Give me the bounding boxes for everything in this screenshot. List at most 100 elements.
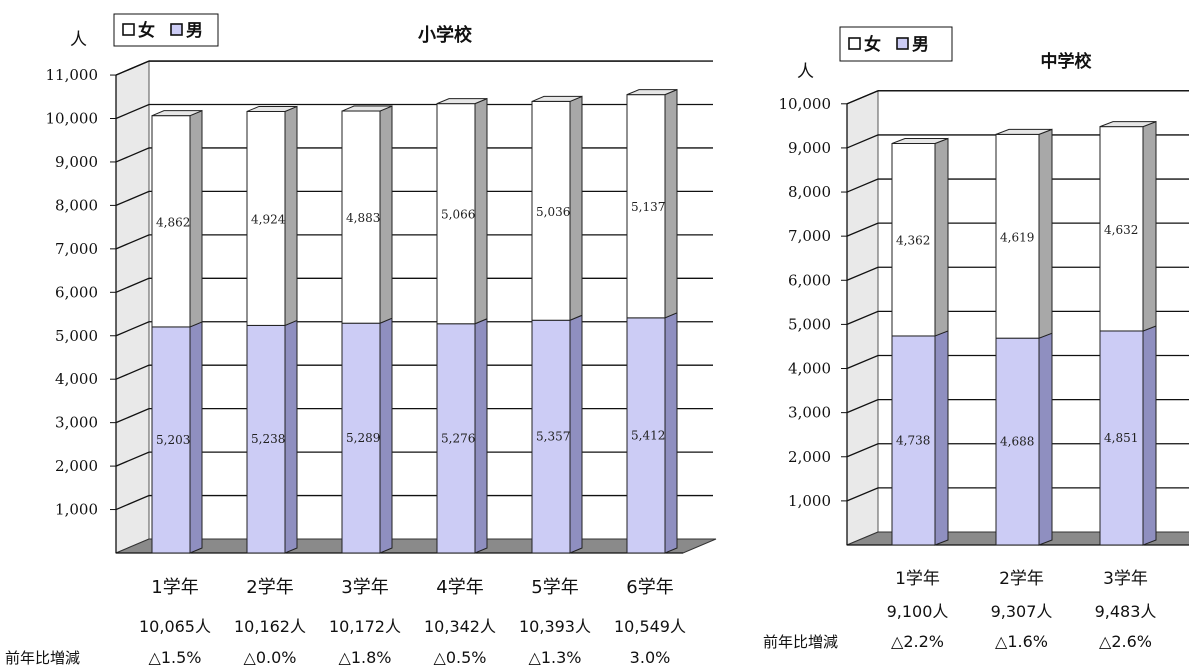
floor (115, 538, 717, 554)
y-tick-label: 2,000 (55, 457, 98, 475)
gridline (115, 234, 713, 250)
bar-female-side (189, 109, 203, 328)
value-label-male: 5,357 (536, 430, 570, 444)
bar-female-side (569, 95, 583, 321)
y-tick-label: 7,000 (788, 227, 831, 245)
chart-title: 小学校 (418, 24, 473, 46)
y-tick-label: 3,000 (55, 414, 98, 432)
legend-swatch-male (170, 23, 183, 36)
bar-female-side (379, 105, 393, 324)
bar-male (1099, 330, 1144, 546)
total-label: 10,162人 (234, 617, 306, 636)
change-value: △2.2% (891, 632, 944, 651)
gridline (115, 147, 713, 163)
gridline (115, 494, 713, 511)
y-tick-label: 1,000 (55, 501, 98, 519)
change-value: △0.0% (244, 648, 297, 667)
legend-label-female: 女 (138, 20, 155, 41)
change-value: △2.6% (1099, 632, 1152, 651)
value-label-male: 4,688 (1000, 435, 1034, 449)
category-label: 3学年 (341, 577, 388, 598)
bar-female-side (284, 105, 298, 327)
change-value: △0.5% (434, 648, 487, 667)
category-label: 6学年 (626, 577, 673, 598)
bar-female (1099, 126, 1144, 332)
change-row-label: 前年比増減 (5, 649, 80, 667)
legend-swatch-female (848, 37, 861, 50)
total-label: 10,342人 (424, 617, 496, 636)
value-label-male: 5,412 (631, 428, 665, 442)
bar-male-side (569, 314, 583, 554)
gridline (115, 190, 713, 206)
y-tick-label: 6,000 (788, 271, 831, 289)
y-tick-label: 8,000 (55, 196, 98, 214)
legend-swatch-male (896, 37, 909, 50)
value-label-female: 4,362 (896, 234, 930, 248)
value-label-male: 5,203 (156, 433, 190, 447)
legend-swatch-female (122, 23, 135, 36)
gridline (115, 364, 713, 380)
bar-female-side (664, 88, 678, 319)
bar-female (531, 100, 571, 321)
y-tick-label: 4,000 (788, 360, 831, 378)
y-tick-label: 3,000 (788, 404, 831, 422)
top-edge-left (115, 60, 150, 76)
total-label: 9,307人 (991, 602, 1053, 621)
y-tick-label: 5,000 (788, 315, 831, 333)
value-label-male: 5,289 (346, 431, 380, 445)
bar-male-side (934, 330, 949, 546)
change-value: △1.3% (529, 648, 582, 667)
total-label: 9,100人 (887, 602, 949, 621)
bar-male (436, 323, 476, 554)
change-value: △1.5% (149, 648, 202, 667)
gridline (115, 277, 713, 293)
gridline (115, 407, 713, 424)
y-tick-label: 10,000 (46, 110, 99, 128)
total-label: 10,393人 (519, 617, 591, 636)
y-tick-label: 4,000 (55, 370, 98, 388)
bar-top (246, 105, 298, 112)
left-wall (115, 60, 150, 554)
bar-top (626, 89, 678, 96)
unit-label: 人 (70, 30, 87, 50)
bar-male-side (379, 317, 393, 554)
total-label: 9,483人 (1095, 602, 1157, 621)
bar-top (531, 95, 583, 102)
bar-male (341, 322, 381, 554)
y-tick-label: 6,000 (55, 283, 98, 301)
category-label: 1学年 (151, 577, 198, 598)
y-tick-label: 5,000 (55, 327, 98, 345)
legend-label-male: 男 (912, 35, 929, 55)
value-label-male: 4,738 (896, 433, 930, 447)
bar-female-side (1038, 128, 1053, 339)
category-label: 4学年 (436, 577, 483, 598)
y-tick-label: 11,000 (46, 66, 99, 84)
value-label-female: 5,066 (441, 208, 475, 222)
value-label-female: 5,137 (631, 200, 665, 214)
value-label-female: 5,036 (536, 205, 570, 219)
y-tick-label: 7,000 (55, 240, 98, 258)
legend-label-female: 女 (864, 34, 881, 55)
gridline (115, 451, 713, 467)
bar-top (341, 105, 393, 112)
category-label: 2学年 (246, 577, 293, 598)
bar-male-side (189, 321, 203, 554)
y-tick-label: 2,000 (788, 448, 831, 466)
bar-male-side (284, 319, 298, 554)
gridline (115, 103, 713, 120)
y-tick-label: 1,000 (788, 492, 831, 510)
value-label-female: 4,632 (1104, 223, 1138, 237)
category-label: 2学年 (999, 569, 1044, 589)
change-value: △1.6% (995, 632, 1048, 651)
bar-male (626, 317, 666, 554)
value-label-male: 5,276 (441, 431, 475, 445)
change-value: △1.8% (339, 648, 392, 667)
bar-female (436, 103, 476, 325)
category-label: 1学年 (895, 569, 940, 589)
y-tick-label: 9,000 (788, 139, 831, 157)
change-row-label: 前年比増減 (763, 633, 838, 651)
value-label-female: 4,619 (1000, 230, 1034, 244)
change-value: 3.0% (630, 648, 671, 667)
value-label-female: 4,924 (251, 212, 286, 226)
